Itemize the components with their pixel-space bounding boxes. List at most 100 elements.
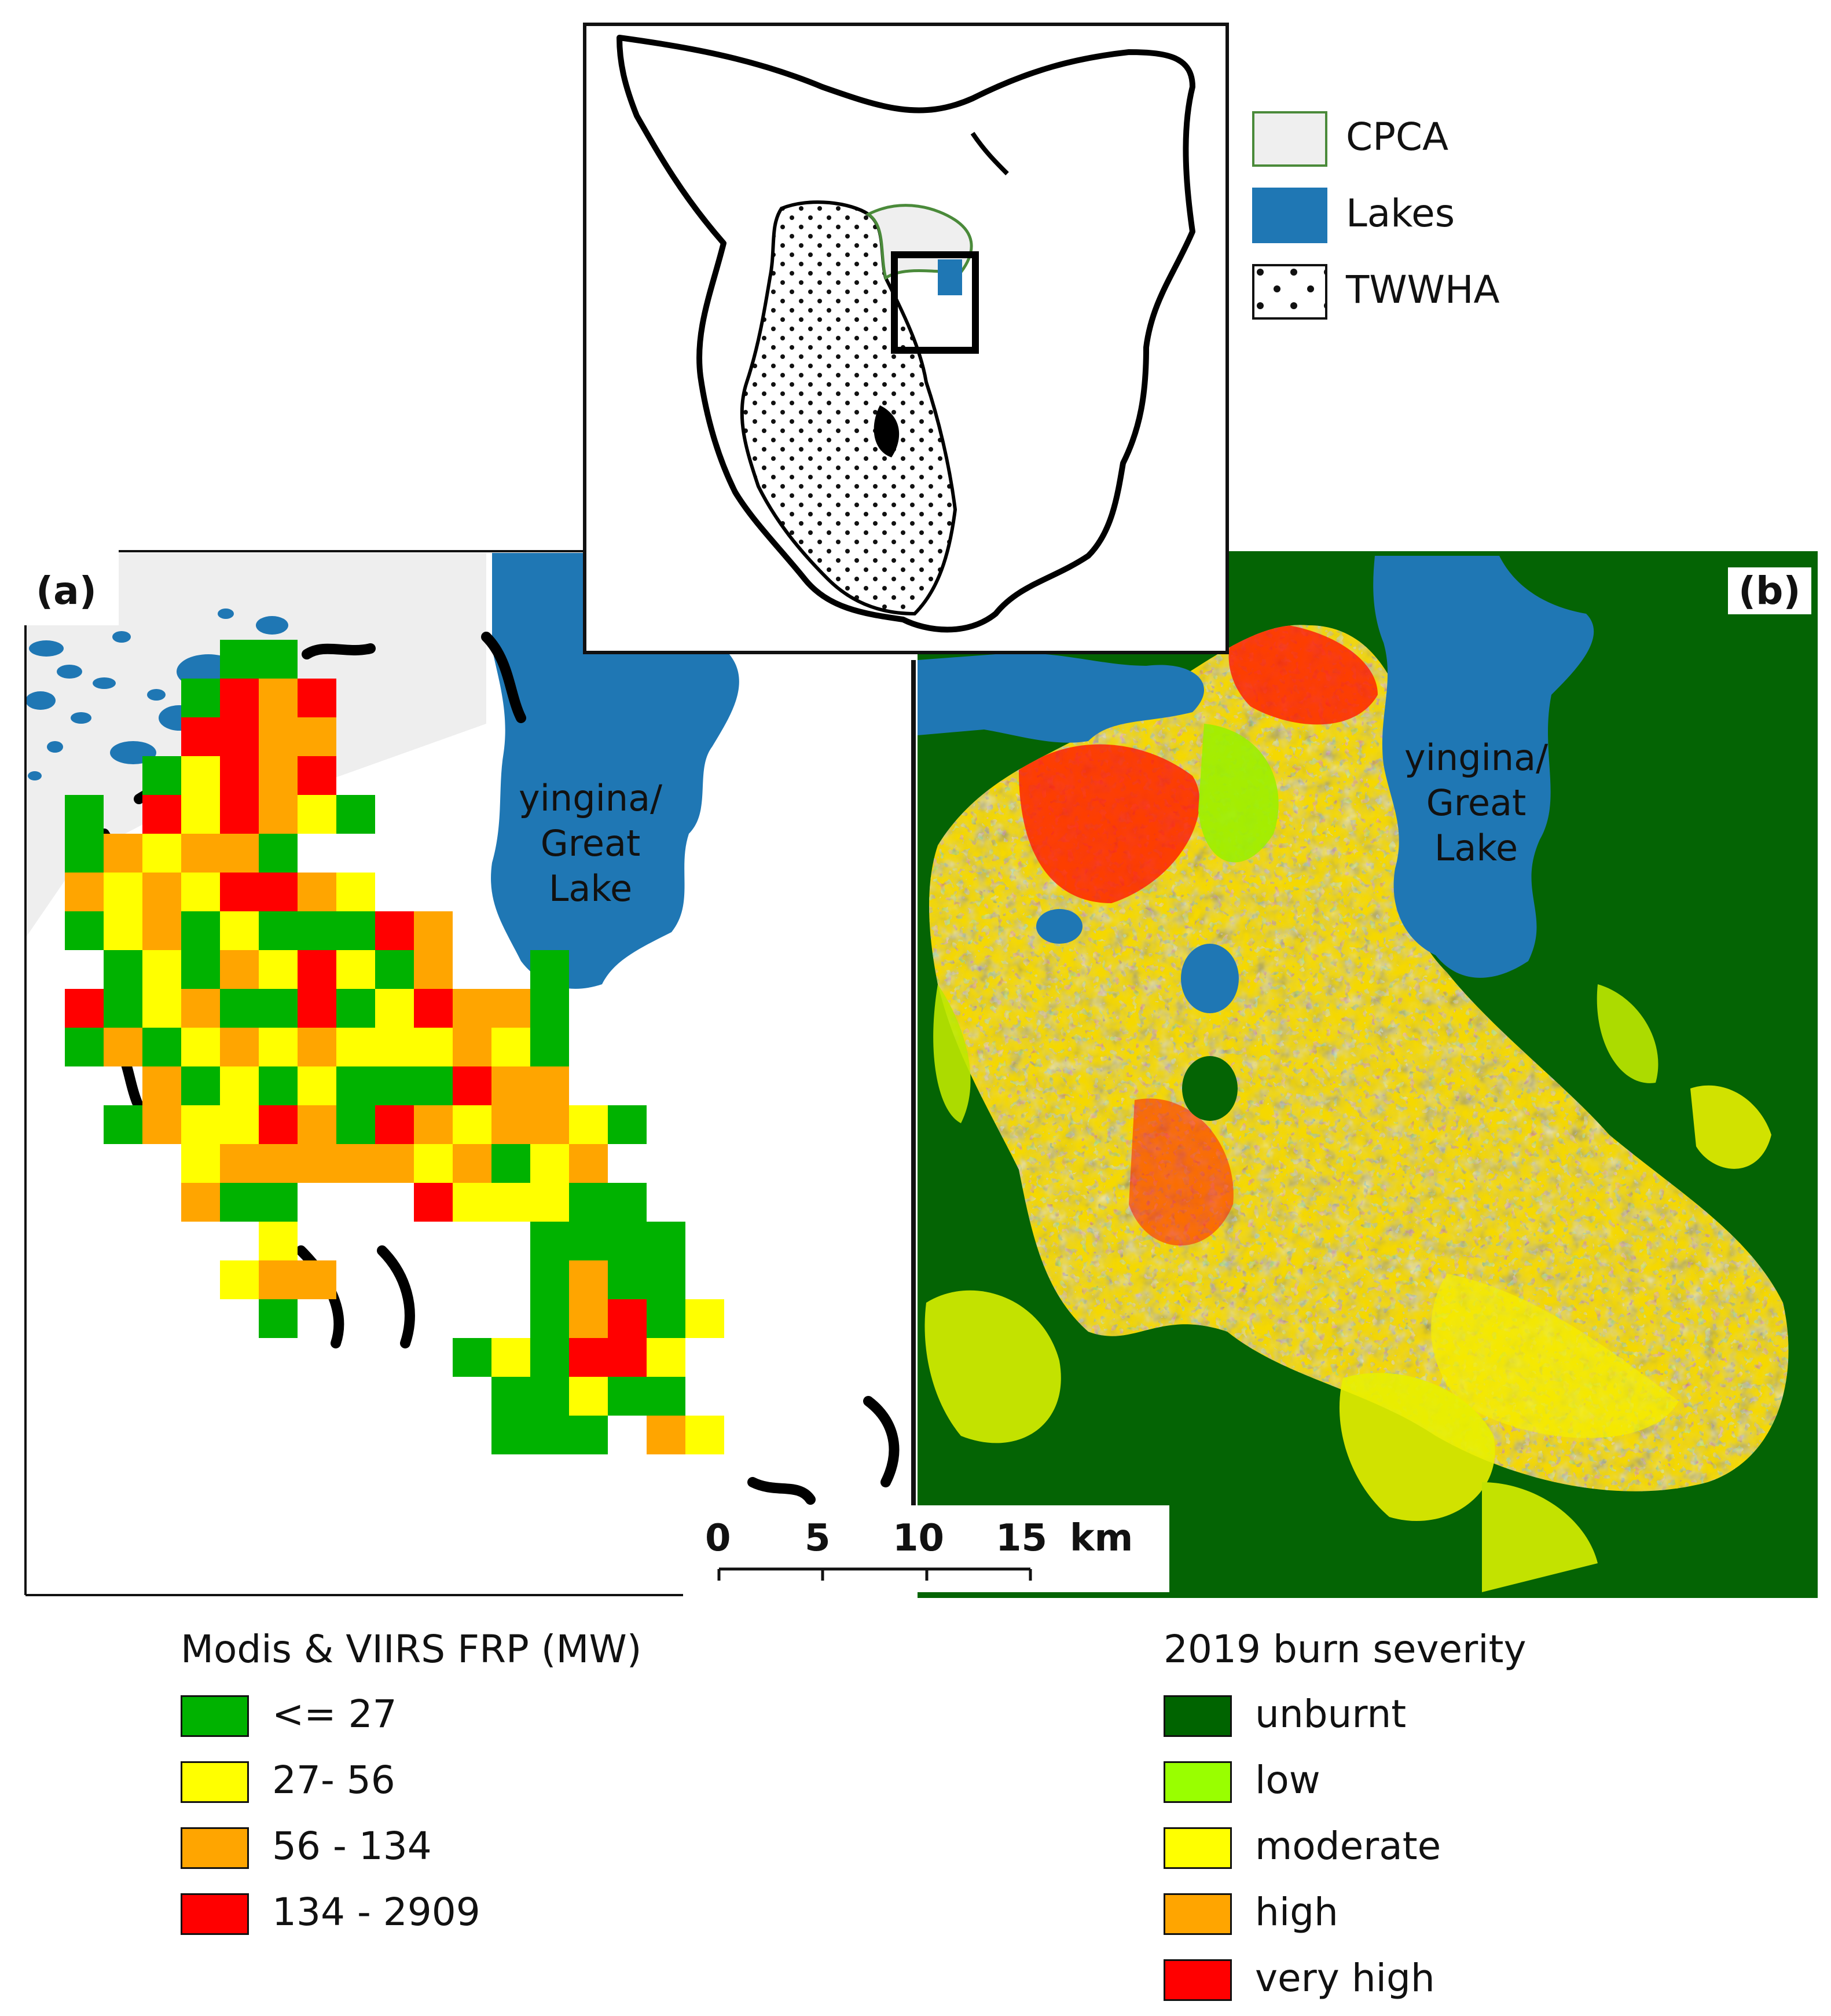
frp-cell <box>298 1144 336 1183</box>
lake-label-b: yingina/ Great Lake <box>1372 735 1580 871</box>
frp-cell <box>569 1338 608 1377</box>
frp-cell <box>220 873 259 911</box>
frp-cell <box>569 1222 608 1260</box>
frp-cell <box>142 989 181 1028</box>
frp-cell <box>298 989 336 1028</box>
frp-item-label: 134 - 2909 <box>272 1890 480 1934</box>
frp-cell <box>259 1260 298 1299</box>
frp-cell <box>259 679 298 717</box>
frp-cell <box>220 834 259 873</box>
inset-legend: CPCA Lakes TWWHA <box>1252 111 1657 331</box>
frp-cell <box>104 873 142 911</box>
frp-cell <box>181 1066 220 1105</box>
study-area-box <box>891 251 979 354</box>
frp-cell <box>530 950 569 989</box>
frp-cell <box>298 795 336 834</box>
frp-cell <box>414 1144 453 1183</box>
great-lake-b <box>1373 556 1594 978</box>
frp-swatch <box>181 1695 249 1737</box>
inset-lake-dark <box>874 405 900 457</box>
frp-cell <box>220 1144 259 1183</box>
frp-cell <box>259 717 298 756</box>
frp-cell <box>530 1066 569 1105</box>
cpca-swatch <box>1252 111 1327 167</box>
frp-cell <box>181 1183 220 1222</box>
frp-cell <box>181 1105 220 1144</box>
scale-tick-0: 0 <box>705 1517 731 1560</box>
frp-cell <box>530 989 569 1028</box>
frp-cell <box>259 1183 298 1222</box>
frp-cell <box>414 1183 453 1222</box>
frp-cell <box>104 1105 142 1144</box>
frp-cell <box>142 834 181 873</box>
frp-legend: Modis & VIIRS FRP (MW) <= 27 27- 56 56 -… <box>181 1627 748 1997</box>
frp-cell <box>298 1066 336 1105</box>
moderate-patches <box>924 984 1771 1592</box>
frp-cell <box>65 834 104 873</box>
severity-item-label: low <box>1255 1758 1320 1802</box>
inset-legend-twwha-label: TWWHA <box>1346 267 1500 312</box>
frp-cell <box>142 950 181 989</box>
frp-cell <box>530 1338 569 1377</box>
frp-cell <box>220 679 259 717</box>
frp-cell <box>569 1377 608 1416</box>
frp-cell <box>336 1144 375 1183</box>
frp-cell <box>336 873 375 911</box>
frp-cell <box>569 1144 608 1183</box>
lake-inset <box>938 259 962 295</box>
frp-cell <box>647 1222 685 1260</box>
frp-cell <box>647 1416 685 1454</box>
frp-cell <box>298 873 336 911</box>
frp-cell <box>414 1066 453 1105</box>
frp-cell <box>530 1260 569 1299</box>
frp-cell <box>453 989 491 1028</box>
frp-cell <box>647 1260 685 1299</box>
severity-item-label: very high <box>1255 1956 1435 2000</box>
frp-cell <box>608 1299 647 1338</box>
inset-legend-lakes-label: Lakes <box>1346 191 1455 236</box>
frp-cell <box>608 1338 647 1377</box>
frp-cell <box>142 873 181 911</box>
frp-cell <box>104 1028 142 1066</box>
frp-cell <box>336 911 375 950</box>
frp-cell <box>491 989 530 1028</box>
frp-cell <box>259 1299 298 1338</box>
frp-cell <box>453 1028 491 1066</box>
frp-cell <box>181 679 220 717</box>
frp-cell <box>65 873 104 911</box>
frp-cell <box>608 1105 647 1144</box>
frp-cell <box>491 1416 530 1454</box>
frp-cell <box>530 1105 569 1144</box>
frp-cell <box>104 911 142 950</box>
frp-cell <box>569 1183 608 1222</box>
frp-cell <box>181 911 220 950</box>
great-lake-a <box>491 553 739 989</box>
frp-cell <box>259 756 298 795</box>
frp-cell <box>375 1144 414 1183</box>
frp-cell <box>181 1028 220 1066</box>
frp-cell <box>104 950 142 989</box>
frp-cell <box>647 1377 685 1416</box>
frp-cell <box>181 756 220 795</box>
panel-a-map <box>24 550 916 1596</box>
frp-grid <box>65 640 724 1454</box>
frp-cell <box>259 873 298 911</box>
panel-b-label: (b) <box>1728 567 1811 614</box>
scale-unit: km <box>1070 1517 1133 1560</box>
frp-cell <box>491 1377 530 1416</box>
frp-cell <box>569 1416 608 1454</box>
frp-cell <box>491 1183 530 1222</box>
frp-cell <box>453 1105 491 1144</box>
frp-cell <box>259 834 298 873</box>
frp-cell <box>336 1066 375 1105</box>
frp-cell <box>298 1028 336 1066</box>
severity-swatch <box>1164 1761 1232 1803</box>
frp-cell <box>375 989 414 1028</box>
frp-cell <box>220 1028 259 1066</box>
frp-cell <box>181 989 220 1028</box>
frp-item-label: 56 - 134 <box>272 1824 432 1868</box>
frp-cell <box>181 873 220 911</box>
scale-bar: 0 5 10 15 km <box>695 1505 1169 1592</box>
severity-swatch <box>1164 1893 1232 1935</box>
scale-tick-10: 10 <box>893 1517 945 1560</box>
